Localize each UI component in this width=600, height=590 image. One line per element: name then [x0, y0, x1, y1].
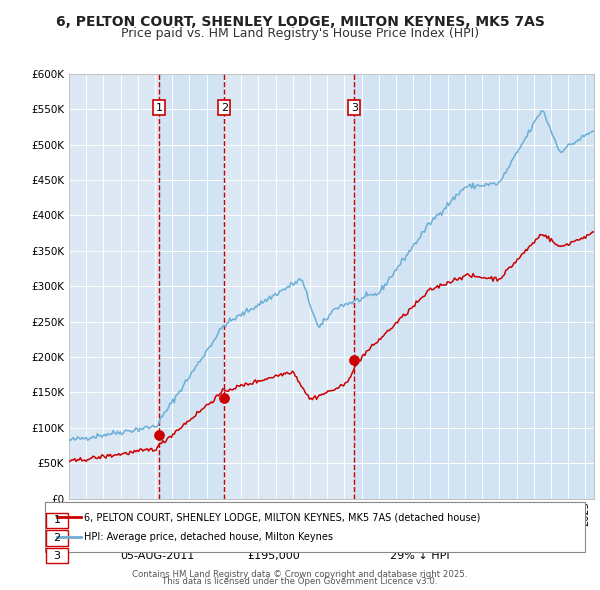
- Text: 05-JAN-2004: 05-JAN-2004: [120, 533, 190, 543]
- Text: 6, PELTON COURT, SHENLEY LODGE, MILTON KEYNES, MK5 7AS (detached house): 6, PELTON COURT, SHENLEY LODGE, MILTON K…: [84, 513, 481, 522]
- Text: Price paid vs. HM Land Registry's House Price Index (HPI): Price paid vs. HM Land Registry's House …: [121, 27, 479, 40]
- Text: 04-APR-2000: 04-APR-2000: [120, 516, 191, 525]
- Text: 6, PELTON COURT, SHENLEY LODGE, MILTON KEYNES, MK5 7AS: 6, PELTON COURT, SHENLEY LODGE, MILTON K…: [56, 15, 544, 29]
- Text: HPI: Average price, detached house, Milton Keynes: HPI: Average price, detached house, Milt…: [84, 532, 333, 542]
- Text: This data is licensed under the Open Government Licence v3.0.: This data is licensed under the Open Gov…: [163, 578, 437, 586]
- Text: 2: 2: [53, 533, 61, 543]
- Text: 41% ↓ HPI: 41% ↓ HPI: [390, 533, 449, 543]
- Text: £195,000: £195,000: [247, 551, 300, 560]
- Text: 3: 3: [53, 551, 61, 560]
- Point: [350, 356, 359, 365]
- Text: 3: 3: [351, 103, 358, 113]
- Text: £90,000: £90,000: [254, 516, 300, 525]
- Text: 29% ↓ HPI: 29% ↓ HPI: [390, 551, 449, 560]
- Text: 05-AUG-2011: 05-AUG-2011: [120, 551, 194, 560]
- Point: [155, 430, 164, 440]
- Text: Contains HM Land Registry data © Crown copyright and database right 2025.: Contains HM Land Registry data © Crown c…: [132, 571, 468, 579]
- Text: 2: 2: [221, 103, 228, 113]
- Bar: [160, 74, 224, 499]
- Point: [220, 393, 229, 402]
- Text: £142,500: £142,500: [247, 533, 300, 543]
- Text: 1: 1: [156, 103, 163, 113]
- Bar: [355, 74, 594, 499]
- Text: 1: 1: [53, 516, 61, 525]
- Text: 33% ↓ HPI: 33% ↓ HPI: [390, 516, 449, 525]
